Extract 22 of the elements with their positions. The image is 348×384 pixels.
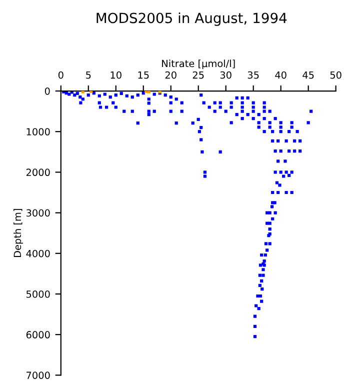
y-tick-label: 3000: [26, 209, 50, 217]
x-tick-label: 50: [330, 71, 342, 79]
x-tick-label: 25: [192, 71, 204, 79]
x-tick-label: 30: [220, 71, 232, 79]
chart-title: MODS2005 in August, 1994: [96, 12, 287, 26]
x-tick-label: 45: [302, 71, 314, 79]
x-tick-label: 10: [110, 71, 122, 79]
y-tick-label: 6000: [26, 331, 50, 338]
x-tick-label: 40: [275, 71, 286, 79]
x-tick-label: 0: [58, 71, 64, 79]
y-tick-label: 0: [44, 87, 50, 95]
x-tick-label: 35: [248, 71, 259, 79]
x-axis-title: Nitrate [µmol/l]: [162, 60, 235, 70]
y-axis-title: Depth [m]: [14, 209, 23, 258]
y-tick-label: 2000: [26, 168, 50, 176]
x-tick-label: 20: [165, 71, 176, 79]
y-tick-label: 1000: [26, 128, 50, 136]
y-tick-label: 4000: [26, 250, 50, 258]
x-tick-label: 15: [138, 71, 149, 79]
y-tick-label: 5000: [26, 290, 50, 298]
y-tick-label: 7000: [26, 372, 50, 379]
x-tick-label: 5: [86, 71, 91, 79]
